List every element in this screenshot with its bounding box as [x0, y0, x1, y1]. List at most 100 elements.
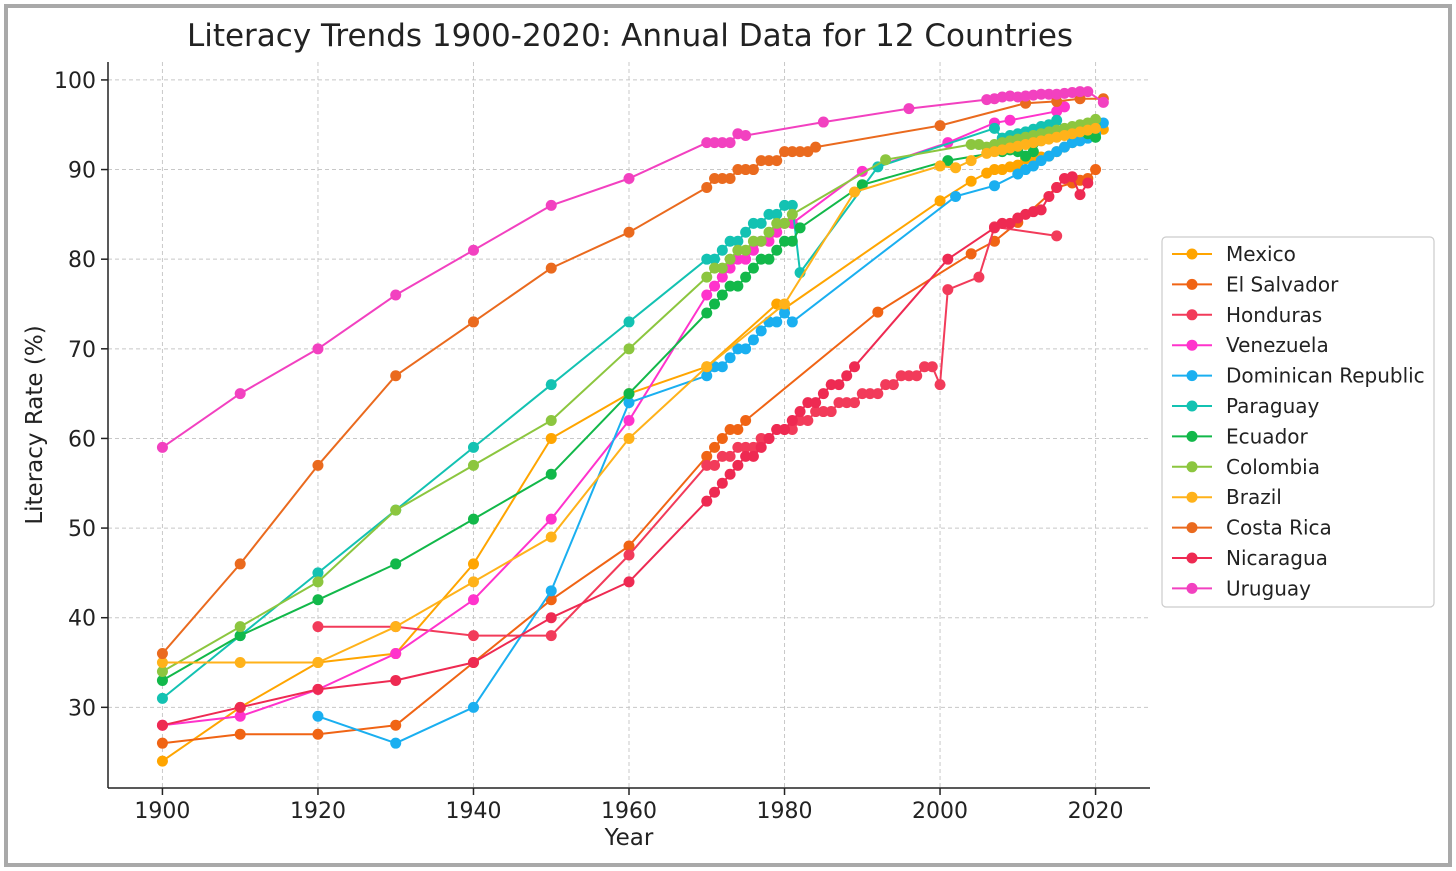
- x-tick-label: 1920: [290, 799, 346, 824]
- data-point-honduras: [786, 423, 798, 435]
- data-point-brazil: [390, 621, 402, 633]
- data-point-el-salvador: [390, 719, 402, 731]
- data-point-costa-rica: [623, 226, 635, 238]
- data-point-brazil: [701, 361, 713, 373]
- data-point-nicaragua: [996, 217, 1008, 229]
- data-point-honduras: [825, 406, 837, 418]
- data-point-dominican-republic: [701, 370, 713, 382]
- data-point-ecuador: [786, 235, 798, 247]
- data-point-venezuela: [234, 710, 246, 722]
- data-point-venezuela: [623, 415, 635, 427]
- chart-title: Literacy Trends 1900-2020: Annual Data f…: [187, 18, 1073, 54]
- data-point-costa-rica: [771, 155, 783, 167]
- y-tick-label: 30: [68, 696, 96, 721]
- data-point-paraguay: [709, 253, 721, 265]
- data-point-ecuador: [747, 262, 759, 274]
- data-point-honduras: [794, 415, 806, 427]
- series-dominican-republic: [312, 117, 1109, 749]
- data-point-honduras: [942, 284, 954, 296]
- data-point-colombia: [234, 621, 246, 633]
- legend-label: Mexico: [1226, 242, 1296, 266]
- data-point-brazil: [467, 576, 479, 588]
- data-point-dominican-republic: [950, 190, 962, 202]
- legend-swatch-marker: [1186, 248, 1198, 260]
- data-point-ecuador: [732, 280, 744, 292]
- data-point-honduras: [934, 379, 946, 391]
- data-point-mexico: [156, 755, 168, 767]
- data-point-costa-rica: [740, 164, 752, 176]
- data-point-nicaragua: [771, 423, 783, 435]
- data-point-costa-rica: [701, 181, 713, 193]
- data-point-ecuador: [856, 179, 868, 191]
- data-point-dominican-republic: [771, 316, 783, 328]
- data-point-uruguay: [1043, 88, 1055, 100]
- data-point-paraguay: [988, 122, 1000, 134]
- data-point-uruguay: [724, 137, 736, 149]
- data-point-uruguay: [817, 116, 829, 128]
- legend-item-costa-rica: Costa Rica: [1172, 516, 1332, 540]
- data-point-ecuador: [771, 244, 783, 256]
- data-point-paraguay: [786, 199, 798, 211]
- data-point-costa-rica: [716, 173, 728, 185]
- data-point-colombia: [716, 262, 728, 274]
- legend-item-el-salvador: El Salvador: [1172, 272, 1339, 296]
- data-point-el-salvador: [732, 423, 744, 435]
- legend-item-colombia: Colombia: [1172, 455, 1320, 479]
- legend-item-dominican-republic: Dominican Republic: [1172, 364, 1425, 388]
- data-point-uruguay: [1035, 88, 1047, 100]
- data-point-paraguay: [545, 379, 557, 391]
- data-point-uruguay: [701, 137, 713, 149]
- data-point-colombia: [880, 154, 892, 166]
- data-point-mexico: [965, 175, 977, 187]
- data-point-nicaragua: [1051, 181, 1063, 193]
- legend-item-venezuela: Venezuela: [1172, 333, 1329, 357]
- data-point-honduras: [872, 388, 884, 400]
- legend-item-ecuador: Ecuador: [1172, 424, 1308, 448]
- data-point-colombia: [771, 217, 783, 229]
- data-point-colombia: [786, 208, 798, 220]
- data-point-costa-rica: [794, 146, 806, 158]
- data-point-venezuela: [716, 271, 728, 283]
- data-point-costa-rica: [779, 146, 791, 158]
- data-point-paraguay: [156, 692, 168, 704]
- data-point-el-salvador: [156, 737, 168, 749]
- legend-swatch-marker: [1186, 400, 1198, 412]
- data-point-ecuador: [623, 388, 635, 400]
- data-point-costa-rica: [732, 164, 744, 176]
- data-point-nicaragua: [1066, 171, 1078, 183]
- data-point-ecuador: [763, 253, 775, 265]
- legend-item-uruguay: Uruguay: [1172, 576, 1311, 600]
- data-point-el-salvador: [716, 432, 728, 444]
- data-point-brazil: [779, 298, 791, 310]
- data-point-uruguay: [156, 441, 168, 453]
- data-point-honduras: [732, 441, 744, 453]
- data-point-ecuador: [390, 558, 402, 570]
- data-point-dominican-republic: [716, 361, 728, 373]
- legend-label: Uruguay: [1226, 576, 1311, 600]
- data-point-uruguay: [312, 343, 324, 355]
- data-point-honduras: [918, 361, 930, 373]
- data-point-el-salvador: [312, 728, 324, 740]
- data-point-honduras: [740, 441, 752, 453]
- legend-label: Paraguay: [1226, 394, 1320, 418]
- data-point-el-salvador: [724, 423, 736, 435]
- data-point-colombia: [763, 226, 775, 238]
- data-point-ecuador: [740, 271, 752, 283]
- data-point-brazil: [234, 657, 246, 669]
- data-point-nicaragua: [312, 683, 324, 695]
- data-point-ecuador: [755, 253, 767, 265]
- legend: Mexico El Salvador Honduras Venezuela Domini…: [1161, 236, 1435, 608]
- y-tick-label: 90: [68, 159, 96, 184]
- data-point-paraguay: [779, 199, 791, 211]
- data-point-costa-rica: [234, 558, 246, 570]
- data-point-brazil: [934, 160, 946, 172]
- series-honduras: [312, 221, 1063, 642]
- data-point-paraguay: [467, 441, 479, 453]
- data-point-honduras: [709, 459, 721, 471]
- data-point-ecuador: [724, 280, 736, 292]
- data-point-el-salvador: [872, 306, 884, 318]
- legend-item-brazil: Brazil: [1172, 485, 1282, 509]
- data-point-nicaragua: [786, 415, 798, 427]
- data-point-uruguay: [709, 137, 721, 149]
